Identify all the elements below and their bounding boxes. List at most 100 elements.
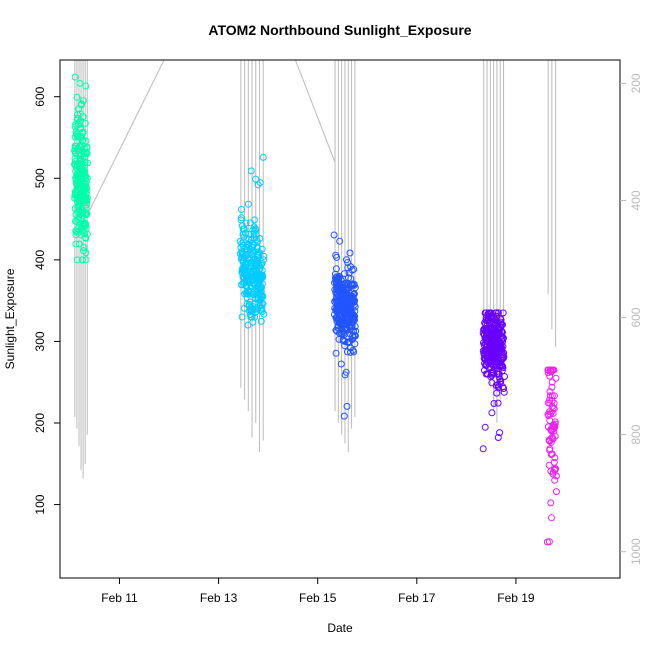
data-point — [549, 404, 557, 412]
data-point — [499, 364, 507, 372]
data-point — [79, 137, 86, 145]
data-point — [551, 465, 559, 473]
data-point — [84, 159, 91, 167]
data-point — [244, 200, 252, 208]
secondary-connector-line — [86, 59, 336, 216]
data-point — [241, 229, 249, 237]
data-point — [252, 175, 260, 183]
data-point — [257, 283, 265, 291]
data-point — [82, 234, 90, 242]
data-point — [350, 316, 358, 324]
data-point — [257, 317, 265, 325]
y-right-tick-label: 400 — [629, 190, 643, 210]
data-point — [481, 423, 489, 431]
data-point — [552, 374, 560, 382]
data-point — [350, 296, 358, 303]
data-point — [259, 293, 267, 300]
x-tick-label: Feb 11 — [101, 591, 138, 605]
data-point — [499, 334, 507, 342]
data-point — [258, 280, 266, 288]
data-point — [80, 247, 88, 255]
data-point — [79, 136, 87, 144]
data-point — [548, 433, 556, 441]
y-right-tick-label: 200 — [629, 73, 643, 93]
data-point — [260, 310, 268, 318]
data-point — [240, 233, 248, 241]
data-point — [547, 438, 555, 446]
y-axis-right: 200 400 600 800 1000 — [620, 73, 643, 565]
scatter-points-layer — [71, 73, 560, 546]
data-point — [499, 353, 507, 361]
data-point — [343, 326, 351, 334]
data-point — [498, 328, 506, 336]
data-point — [75, 240, 83, 248]
data-point — [546, 410, 554, 418]
data-point — [83, 194, 91, 202]
data-point — [336, 237, 344, 245]
y-tick-label: 400 — [33, 250, 47, 270]
data-point — [73, 256, 81, 264]
data-point — [499, 309, 507, 317]
data-point — [548, 383, 556, 391]
data-point — [76, 79, 84, 87]
data-point — [259, 300, 267, 308]
data-point — [71, 73, 79, 81]
data-point — [351, 312, 359, 320]
y-tick-label: 200 — [33, 413, 47, 433]
data-point — [547, 499, 555, 507]
x-tick-label: Feb 13 — [200, 591, 238, 605]
data-point — [350, 314, 358, 322]
data-point — [351, 297, 359, 304]
data-point — [250, 281, 258, 288]
x-axis: Feb 11 Feb 13 Feb 15 Feb 17 Feb 19 — [101, 578, 535, 605]
data-point — [342, 368, 350, 376]
data-point — [341, 270, 348, 278]
data-point — [551, 454, 559, 462]
data-point — [352, 327, 360, 335]
data-point — [79, 256, 86, 264]
data-point — [256, 179, 264, 187]
series-4-points — [479, 309, 508, 453]
data-point — [237, 214, 245, 222]
data-point — [256, 235, 264, 242]
data-point — [552, 488, 560, 496]
y-tick-label: 100 — [33, 494, 47, 514]
data-point — [251, 216, 259, 224]
data-point — [495, 384, 502, 392]
data-point — [498, 332, 506, 340]
data-point — [79, 129, 87, 136]
data-point — [259, 153, 267, 161]
chart-title: ATOM2 Northbound Sunlight_Exposure — [208, 22, 471, 38]
data-point — [82, 82, 90, 90]
data-point — [550, 405, 558, 413]
data-point — [259, 273, 267, 281]
plot-frame — [59, 59, 621, 579]
x-tick-label: Feb 15 — [299, 591, 337, 605]
data-point — [488, 409, 496, 417]
data-point — [83, 174, 91, 182]
data-point — [260, 252, 268, 260]
data-point — [258, 291, 266, 299]
data-point — [350, 281, 358, 289]
data-point — [550, 425, 558, 433]
data-point — [337, 360, 345, 368]
data-point — [81, 195, 89, 202]
data-point — [83, 184, 91, 192]
data-point — [490, 400, 498, 407]
secondary-series-layer — [74, 59, 557, 479]
data-point — [550, 427, 558, 435]
data-point — [351, 340, 359, 348]
data-point — [501, 373, 508, 380]
data-point — [350, 333, 358, 341]
data-point — [550, 458, 558, 466]
data-point — [499, 338, 507, 346]
data-point — [81, 119, 89, 127]
data-point — [545, 538, 553, 546]
data-point — [494, 399, 502, 407]
data-point — [548, 378, 556, 386]
data-point — [248, 313, 256, 321]
data-point — [78, 205, 86, 213]
data-point — [258, 260, 266, 267]
data-point — [500, 385, 508, 392]
data-point — [83, 199, 91, 207]
